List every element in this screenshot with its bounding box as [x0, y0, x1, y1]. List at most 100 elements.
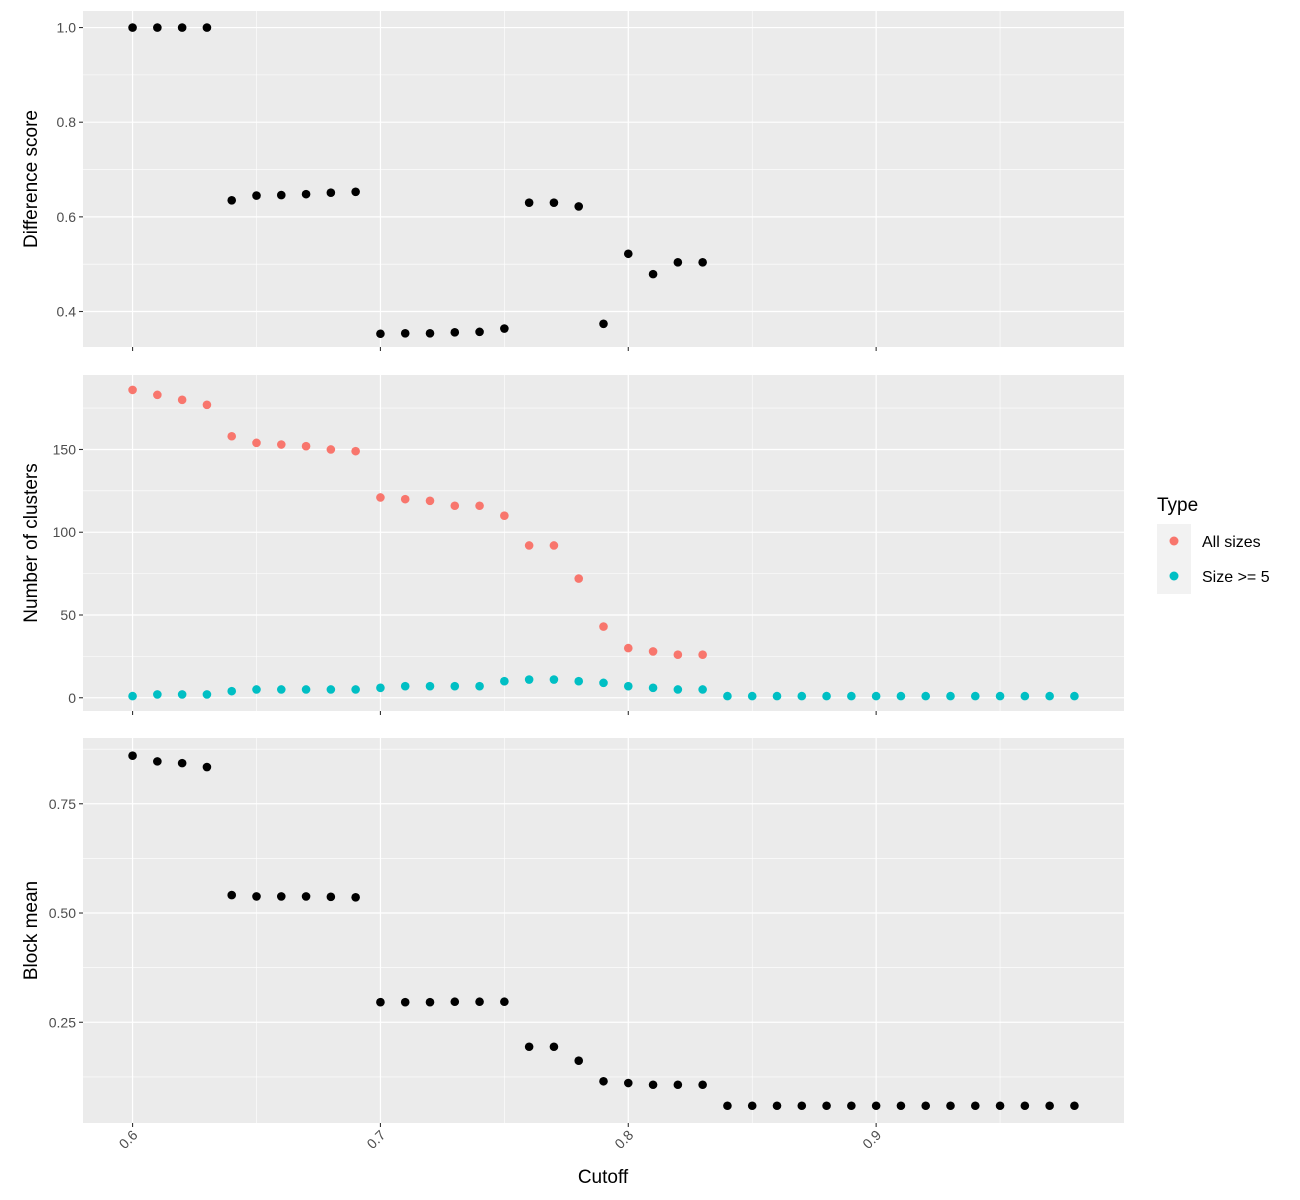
- data-point: [524, 198, 534, 207]
- data-point: [549, 675, 559, 684]
- data-point: [673, 1080, 683, 1090]
- data-point: [227, 431, 237, 441]
- data-point: [400, 328, 410, 338]
- y-tick-label: 0.50: [49, 905, 76, 921]
- panel-1: 0.4 0.6 0.8 1.0 Difference score: [21, 11, 1124, 351]
- data-point: [599, 1076, 608, 1086]
- x-tick-labels: 0.6 0.7 0.8 0.9: [116, 1127, 885, 1152]
- data-point: [822, 691, 831, 701]
- legend: Type All sizes Size >= 5: [1157, 495, 1270, 594]
- data-point: [276, 892, 286, 901]
- data-point: [376, 997, 385, 1007]
- y-tick-label: 0: [68, 690, 76, 706]
- data-point: [128, 691, 137, 701]
- data-point: [301, 892, 311, 901]
- y-tick-label: 100: [53, 524, 77, 540]
- y-tick-label: 0.4: [57, 304, 77, 320]
- legend-swatch-size-ge-5: [1169, 571, 1179, 581]
- data-point: [896, 691, 906, 701]
- data-point: [128, 751, 137, 760]
- data-point: [400, 997, 410, 1007]
- data-point: [153, 690, 162, 699]
- data-point: [1020, 691, 1030, 701]
- data-point: [599, 319, 608, 329]
- data-point: [822, 1101, 831, 1111]
- data-point: [227, 686, 237, 696]
- legend-label-size-ge-5: Size >= 5: [1202, 569, 1270, 586]
- data-point: [153, 757, 162, 766]
- data-point: [549, 198, 559, 207]
- data-point: [276, 685, 286, 694]
- y-tick-label: 50: [60, 607, 76, 623]
- x-tick-label: 0.7: [363, 1127, 388, 1152]
- data-point: [177, 395, 187, 405]
- x-axis-title: Cutoff: [578, 1167, 629, 1188]
- data-point: [698, 257, 707, 267]
- legend-title: Type: [1157, 495, 1198, 516]
- y-tick-label: 1.0: [57, 20, 77, 36]
- data-point: [524, 675, 534, 684]
- data-point: [301, 189, 311, 199]
- data-point: [747, 691, 757, 701]
- data-point: [921, 691, 931, 701]
- data-point: [475, 997, 484, 1007]
- data-point: [549, 541, 559, 550]
- data-point: [500, 997, 509, 1007]
- data-point: [425, 328, 435, 338]
- data-point: [500, 511, 509, 520]
- data-point: [326, 445, 336, 454]
- y-tick-label: 150: [53, 441, 77, 457]
- data-point: [153, 23, 162, 32]
- data-point: [500, 676, 509, 686]
- data-point: [301, 441, 311, 451]
- data-point: [1020, 1101, 1030, 1111]
- data-point: [574, 676, 584, 686]
- data-point: [376, 683, 385, 693]
- data-point: [772, 691, 782, 701]
- data-point: [847, 691, 856, 701]
- data-point: [475, 327, 484, 337]
- y-tick-label: 0.6: [57, 209, 77, 225]
- data-point: [326, 892, 336, 902]
- data-point: [252, 892, 261, 901]
- data-point: [376, 493, 385, 502]
- data-point: [351, 446, 360, 456]
- data-point: [227, 195, 237, 205]
- data-point: [549, 1042, 559, 1052]
- data-point: [475, 501, 484, 511]
- data-point: [450, 997, 460, 1007]
- data-point: [797, 691, 807, 701]
- panel-background: [83, 375, 1124, 711]
- data-point: [698, 685, 707, 694]
- data-point: [772, 1101, 782, 1111]
- data-point: [896, 1101, 906, 1111]
- data-point: [177, 23, 187, 32]
- data-point: [871, 1101, 881, 1111]
- data-point: [227, 890, 237, 900]
- data-point: [599, 622, 608, 631]
- y-axis-title: Difference score: [21, 110, 42, 248]
- data-point: [847, 1101, 856, 1111]
- panel-3: 0.25 0.50 0.75 Block mean: [21, 738, 1124, 1127]
- y-tick-label: 0.25: [49, 1014, 76, 1030]
- data-point: [252, 438, 261, 448]
- y-axis-title: Number of clusters: [21, 463, 42, 622]
- legend-key-background: [1157, 524, 1191, 594]
- data-point: [648, 1080, 658, 1090]
- data-point: [673, 685, 683, 694]
- data-point: [202, 400, 212, 410]
- data-point: [301, 685, 311, 694]
- legend-label-all-sizes: All sizes: [1202, 534, 1261, 551]
- data-point: [524, 541, 534, 550]
- data-point: [1070, 1101, 1079, 1111]
- data-point: [574, 202, 584, 211]
- panel-background: [83, 738, 1124, 1123]
- x-tick-label: 0.8: [611, 1127, 636, 1152]
- y-tick-label: 0.8: [57, 114, 77, 130]
- data-point: [970, 1101, 980, 1111]
- data-point: [574, 574, 584, 583]
- data-point: [450, 681, 460, 691]
- data-point: [450, 328, 460, 337]
- data-point: [276, 190, 286, 200]
- data-point: [177, 758, 187, 768]
